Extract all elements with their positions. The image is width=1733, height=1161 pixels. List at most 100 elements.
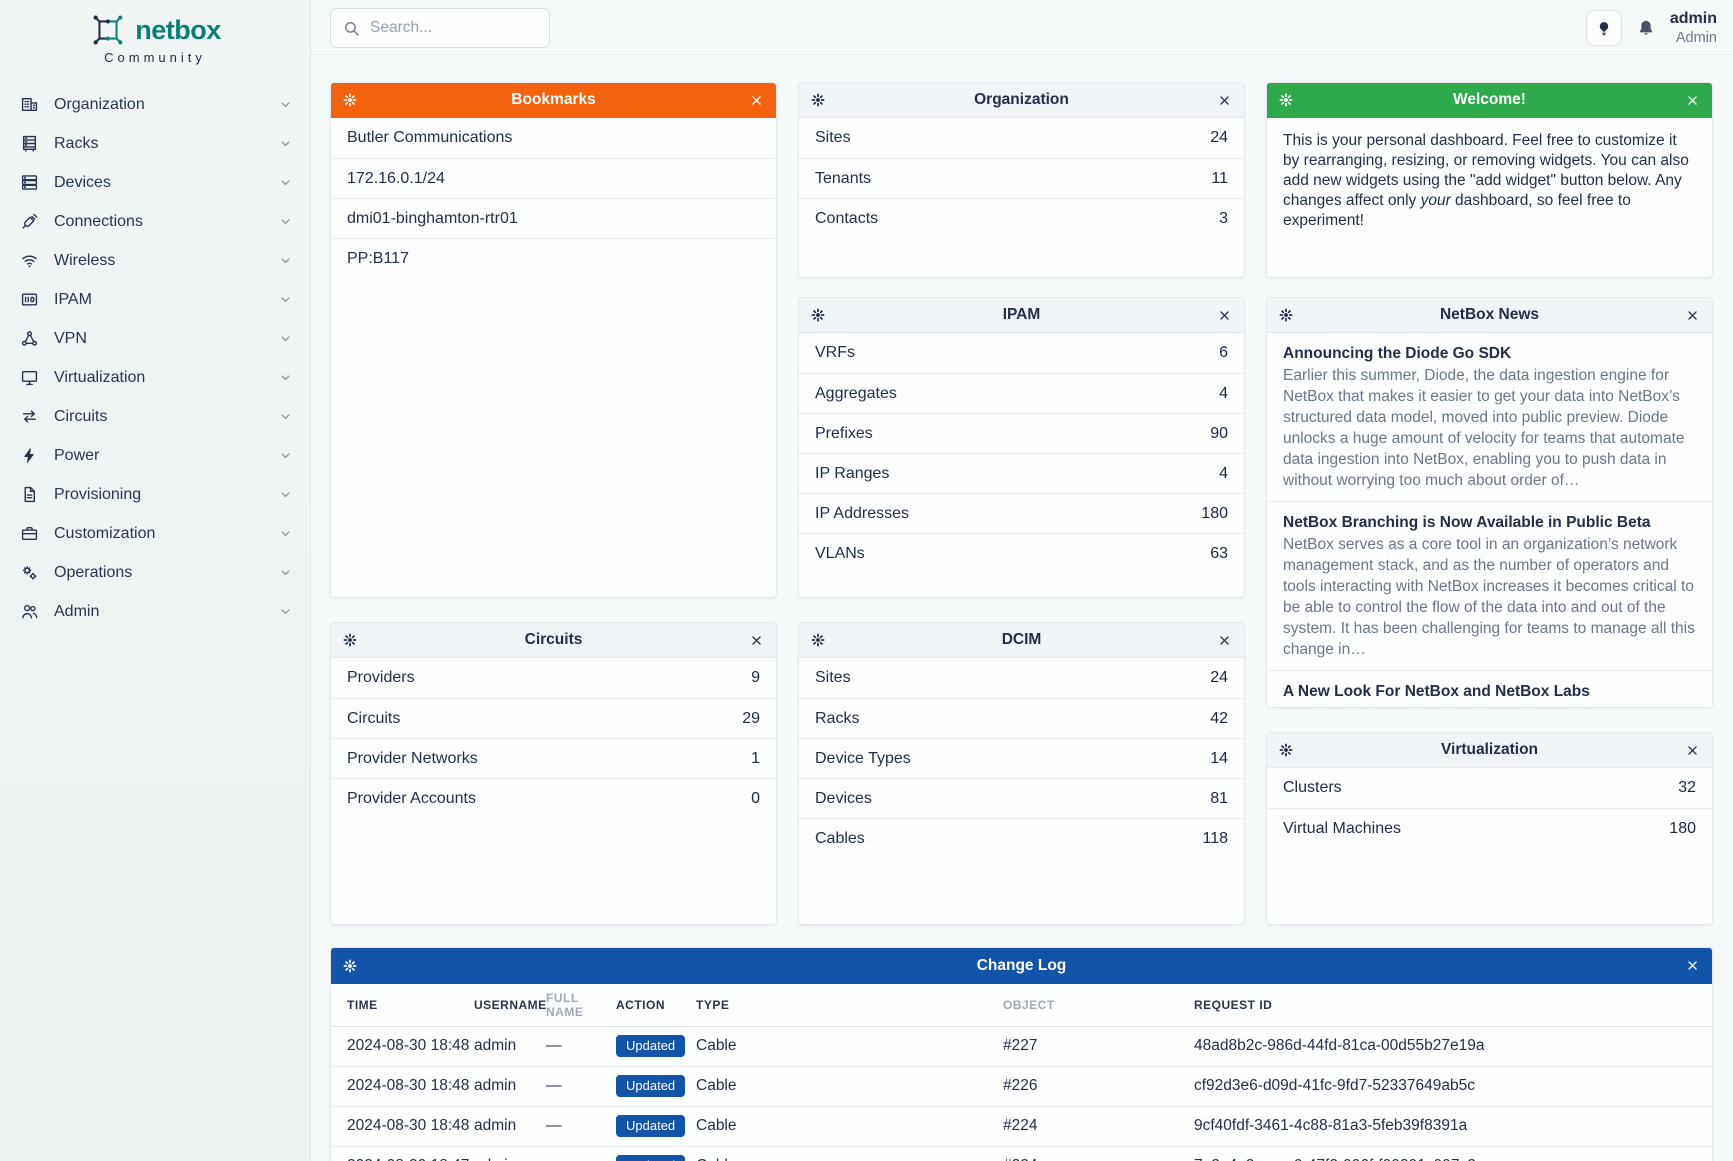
- sidebar-item-racks[interactable]: Racks: [0, 124, 310, 163]
- changelog-time-link[interactable]: 2024-08-30 18:47: [331, 1145, 474, 1161]
- stat-value[interactable]: 1: [751, 749, 760, 767]
- sidebar-item-provisioning[interactable]: Provisioning: [0, 475, 310, 514]
- sidebar-item-operations[interactable]: Operations: [0, 553, 310, 592]
- news-article-title[interactable]: Announcing the Diode Go SDK: [1283, 345, 1512, 362]
- stat-label-link[interactable]: Sites: [815, 669, 851, 686]
- notifications-bell-icon[interactable]: [1637, 19, 1655, 37]
- search-box[interactable]: [330, 8, 550, 48]
- sidebar-item-organization[interactable]: Organization: [0, 85, 310, 124]
- stat-label-link[interactable]: Prefixes: [815, 424, 873, 442]
- sidebar-item-wireless[interactable]: Wireless: [0, 241, 310, 280]
- stat-label-link[interactable]: IP Ranges: [815, 464, 890, 482]
- stat-value[interactable]: 9: [751, 669, 760, 686]
- stat-value[interactable]: 118: [1202, 829, 1228, 847]
- stat-label-link[interactable]: Clusters: [1283, 779, 1342, 796]
- stat-label-link[interactable]: VLANs: [815, 544, 865, 562]
- stat-value[interactable]: 4: [1219, 384, 1228, 402]
- gear-icon[interactable]: [811, 633, 825, 647]
- news-article-title[interactable]: NetBox Branching is Now Available in Pub…: [1283, 514, 1651, 531]
- changelog-request-id-link[interactable]: 9cf40fdf-3461-4c88-81a3-5feb39f8391a: [1194, 1105, 1712, 1146]
- stat-value[interactable]: 0: [751, 789, 760, 807]
- stat-value[interactable]: 180: [1669, 819, 1696, 837]
- sidebar-item-customization[interactable]: Customization: [0, 514, 310, 553]
- gear-icon[interactable]: [343, 633, 357, 647]
- stat-label-link[interactable]: Tenants: [815, 169, 872, 187]
- changelog-request-id-link[interactable]: 48ad8b2c-986d-44fd-81ca-00d55b27e19a: [1194, 1037, 1485, 1054]
- stat-label-link[interactable]: Cables: [815, 829, 865, 847]
- stat-value[interactable]: 11: [1211, 169, 1228, 187]
- stat-value[interactable]: 180: [1201, 504, 1228, 522]
- stat-value[interactable]: 90: [1210, 424, 1228, 442]
- close-icon[interactable]: [749, 93, 764, 108]
- close-icon[interactable]: [1217, 93, 1232, 108]
- bookmark-link[interactable]: 172.16.0.1/24: [331, 158, 776, 198]
- close-icon[interactable]: [1685, 958, 1700, 973]
- close-icon[interactable]: [1685, 743, 1700, 758]
- stat-value[interactable]: 4: [1219, 464, 1228, 482]
- search-input[interactable]: [370, 19, 520, 37]
- stat-label-link[interactable]: Aggregates: [815, 384, 897, 402]
- stat-label-link[interactable]: IP Addresses: [815, 504, 909, 522]
- sidebar-item-ipam[interactable]: IPAM: [0, 280, 310, 319]
- stat-label-link[interactable]: Provider Accounts: [347, 789, 476, 807]
- gear-icon[interactable]: [343, 93, 357, 107]
- stat-value[interactable]: 32: [1678, 779, 1696, 796]
- changelog-time-link[interactable]: 2024-08-30 18:48: [331, 1105, 474, 1146]
- changelog-time-link[interactable]: 2024-08-30 18:48: [347, 1037, 470, 1054]
- close-icon[interactable]: [1685, 93, 1700, 108]
- changelog-object-link[interactable]: #224: [1003, 1105, 1194, 1146]
- close-icon[interactable]: [749, 633, 764, 648]
- theme-toggle-button[interactable]: [1585, 10, 1622, 47]
- sidebar-item-virtualization[interactable]: Virtualization: [0, 358, 310, 397]
- stat-label-link[interactable]: Circuits: [347, 709, 401, 727]
- stat-label-link[interactable]: Provider Networks: [347, 749, 478, 767]
- close-icon[interactable]: [1685, 308, 1700, 323]
- bookmark-link[interactable]: Butler Communications: [347, 129, 513, 146]
- stat-value[interactable]: 81: [1210, 789, 1228, 807]
- bookmark-link[interactable]: PP:B117: [331, 238, 776, 278]
- stat-value[interactable]: 24: [1210, 129, 1228, 146]
- stat-label-link[interactable]: VRFs: [815, 344, 855, 361]
- changelog-time-link[interactable]: 2024-08-30 18:48: [331, 1065, 474, 1106]
- monitor-icon: [21, 369, 41, 386]
- stat-label-link[interactable]: Virtual Machines: [1283, 819, 1401, 837]
- stat-value[interactable]: 29: [742, 709, 760, 727]
- gear-icon[interactable]: [1279, 308, 1293, 322]
- changelog-request-id-link[interactable]: 7a2a4a2a-aaa9-47f2-996f-f99391c997c2: [1194, 1145, 1712, 1161]
- stat-label-link[interactable]: Devices: [815, 789, 872, 807]
- changelog-object-link[interactable]: #226: [1003, 1065, 1194, 1106]
- gear-icon[interactable]: [811, 308, 825, 322]
- changelog-object-link[interactable]: #224: [1003, 1145, 1194, 1161]
- sidebar-item-power[interactable]: Power: [0, 436, 310, 475]
- stat-value[interactable]: 6: [1219, 344, 1228, 361]
- stat-label-link[interactable]: Sites: [815, 129, 851, 146]
- sidebar-item-circuits[interactable]: Circuits: [0, 397, 310, 436]
- gear-icon[interactable]: [343, 959, 357, 973]
- changelog-object-link[interactable]: #227: [1003, 1037, 1038, 1054]
- user-menu[interactable]: admin Admin: [1670, 9, 1717, 47]
- stat-value[interactable]: 42: [1210, 709, 1228, 727]
- close-icon[interactable]: [1217, 633, 1232, 648]
- stat-value[interactable]: 63: [1210, 544, 1228, 562]
- news-article-title[interactable]: A New Look For NetBox and NetBox Labs: [1283, 683, 1590, 700]
- close-icon[interactable]: [1217, 308, 1232, 323]
- stat-value[interactable]: 24: [1210, 669, 1228, 686]
- gear-icon[interactable]: [811, 93, 825, 107]
- stat-label-link[interactable]: Device Types: [815, 749, 911, 767]
- stat-row: Racks 42: [799, 698, 1244, 738]
- sidebar-item-devices[interactable]: Devices: [0, 163, 310, 202]
- sidebar-item-connections[interactable]: Connections: [0, 202, 310, 241]
- brand[interactable]: netbox Community: [0, 0, 310, 65]
- stat-label-link[interactable]: Racks: [815, 709, 860, 727]
- gear-icon[interactable]: [1279, 743, 1293, 757]
- stat-label-link[interactable]: Providers: [347, 669, 415, 686]
- stat-value[interactable]: 14: [1210, 749, 1228, 767]
- bookmark-link[interactable]: dmi01-binghamton-rtr01: [331, 198, 776, 238]
- netbox-news-widget: NetBox News Announcing the Diode Go SDK E…: [1266, 297, 1713, 708]
- sidebar-item-vpn[interactable]: VPN: [0, 319, 310, 358]
- stat-value[interactable]: 3: [1219, 209, 1228, 227]
- changelog-request-id-link[interactable]: cf92d3e6-d09d-41fc-9fd7-52337649ab5c: [1194, 1065, 1712, 1106]
- sidebar-item-admin[interactable]: Admin: [0, 592, 310, 631]
- gear-icon[interactable]: [1279, 93, 1293, 107]
- stat-label-link[interactable]: Contacts: [815, 209, 879, 227]
